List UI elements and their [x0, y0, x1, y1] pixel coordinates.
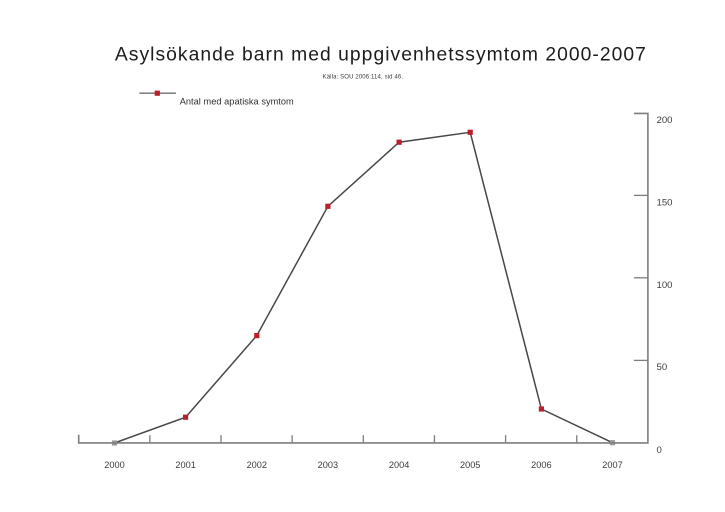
svg-text:2002: 2002 [247, 460, 267, 470]
svg-text:2004: 2004 [389, 460, 409, 470]
svg-text:2001: 2001 [175, 460, 195, 470]
svg-text:150: 150 [657, 198, 673, 209]
svg-text:0: 0 [657, 445, 662, 456]
svg-text:2006: 2006 [531, 460, 551, 470]
svg-text:Källa: SOU 2006:114, sid 46.: Källa: SOU 2006:114, sid 46. [323, 75, 404, 81]
svg-text:100: 100 [657, 280, 673, 291]
svg-text:2003: 2003 [318, 460, 338, 470]
svg-text:Asylsökande barn med uppgivenh: Asylsökande barn med uppgivenhetssymtom … [115, 44, 646, 65]
svg-text:50: 50 [657, 362, 668, 373]
svg-text:2005: 2005 [460, 460, 480, 470]
svg-text:2000: 2000 [104, 460, 124, 470]
svg-text:200: 200 [657, 115, 673, 126]
svg-text:2007: 2007 [602, 460, 622, 470]
svg-text:Antal med apatiska symtom: Antal med apatiska symtom [180, 97, 294, 107]
